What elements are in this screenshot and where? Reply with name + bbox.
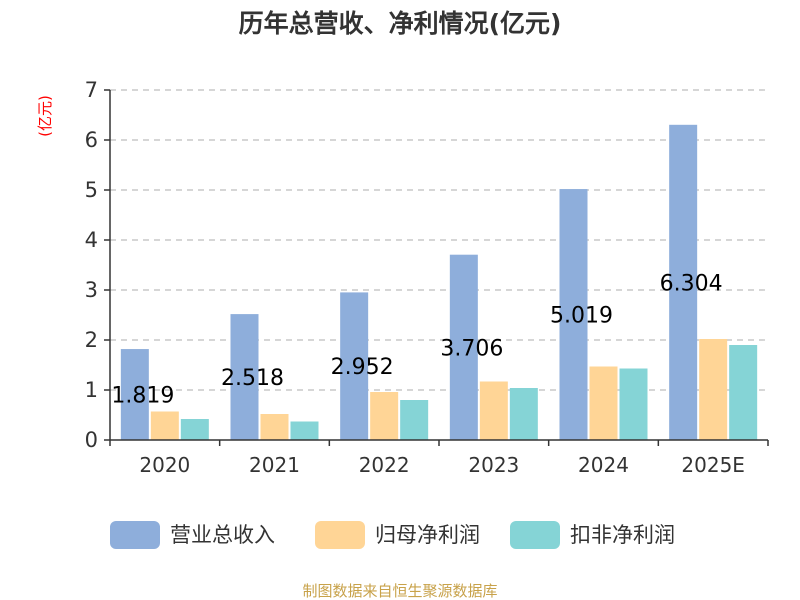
bar: [669, 124, 698, 441]
legend-label: 归母净利润: [375, 523, 480, 547]
bars: [120, 124, 758, 441]
bar: [729, 345, 758, 440]
bar: [509, 388, 538, 440]
y-tick-label: 2: [85, 328, 98, 352]
bar: [180, 419, 209, 440]
axes: 0 1 2 3 4 5 6 7 2020 2021 2022 2023 2024 2025E: [85, 78, 769, 477]
legend-swatch: [110, 521, 160, 549]
data-label: 2.518: [221, 366, 284, 391]
data-label: 1.819: [111, 384, 174, 409]
y-tick-label: 3: [85, 278, 98, 302]
y-tick-label: 0: [85, 428, 98, 452]
bar: [370, 392, 399, 440]
legend: 营业总收入 归母净利润 扣非净利润: [110, 521, 675, 549]
bar: [479, 381, 508, 440]
bar: [230, 314, 259, 440]
legend-label: 扣非净利润: [570, 523, 675, 547]
y-tick-label: 4: [85, 228, 98, 252]
bar: [589, 366, 618, 440]
x-tick-label: 2021: [249, 453, 300, 477]
source-note: 制图数据来自恒生聚源数据库: [302, 582, 497, 600]
chart-title: 历年总营收、净利情况(亿元): [239, 9, 562, 38]
y-axis-unit: (亿元): [36, 95, 54, 137]
data-labels: 1.819 2.518 2.952 3.706 5.019 6.304: [111, 271, 722, 408]
bar: [260, 414, 289, 440]
bar: [619, 368, 648, 440]
data-label: 6.304: [660, 271, 723, 296]
bar: [290, 421, 319, 440]
bar: [340, 292, 369, 440]
bar: [559, 189, 588, 440]
x-tick-label: 2020: [139, 453, 190, 477]
bar: [120, 349, 149, 440]
data-label: 5.019: [550, 304, 613, 329]
y-tick-label: 1: [85, 378, 98, 402]
bar: [449, 254, 478, 440]
y-tick-label: 6: [85, 128, 98, 152]
x-tick-label: 2025E: [681, 453, 745, 477]
x-tick-label: 2022: [359, 453, 410, 477]
bar: [699, 339, 728, 440]
data-label: 2.952: [331, 355, 394, 380]
x-tick-label: 2023: [468, 453, 519, 477]
y-tick-label: 7: [85, 78, 98, 102]
legend-swatch: [510, 521, 560, 549]
legend-swatch: [315, 521, 365, 549]
legend-label: 营业总收入: [170, 523, 275, 547]
data-label: 3.706: [440, 336, 503, 361]
bar: [400, 400, 429, 440]
bar: [150, 411, 179, 440]
y-tick-label: 5: [85, 178, 98, 202]
x-tick-label: 2024: [578, 453, 629, 477]
